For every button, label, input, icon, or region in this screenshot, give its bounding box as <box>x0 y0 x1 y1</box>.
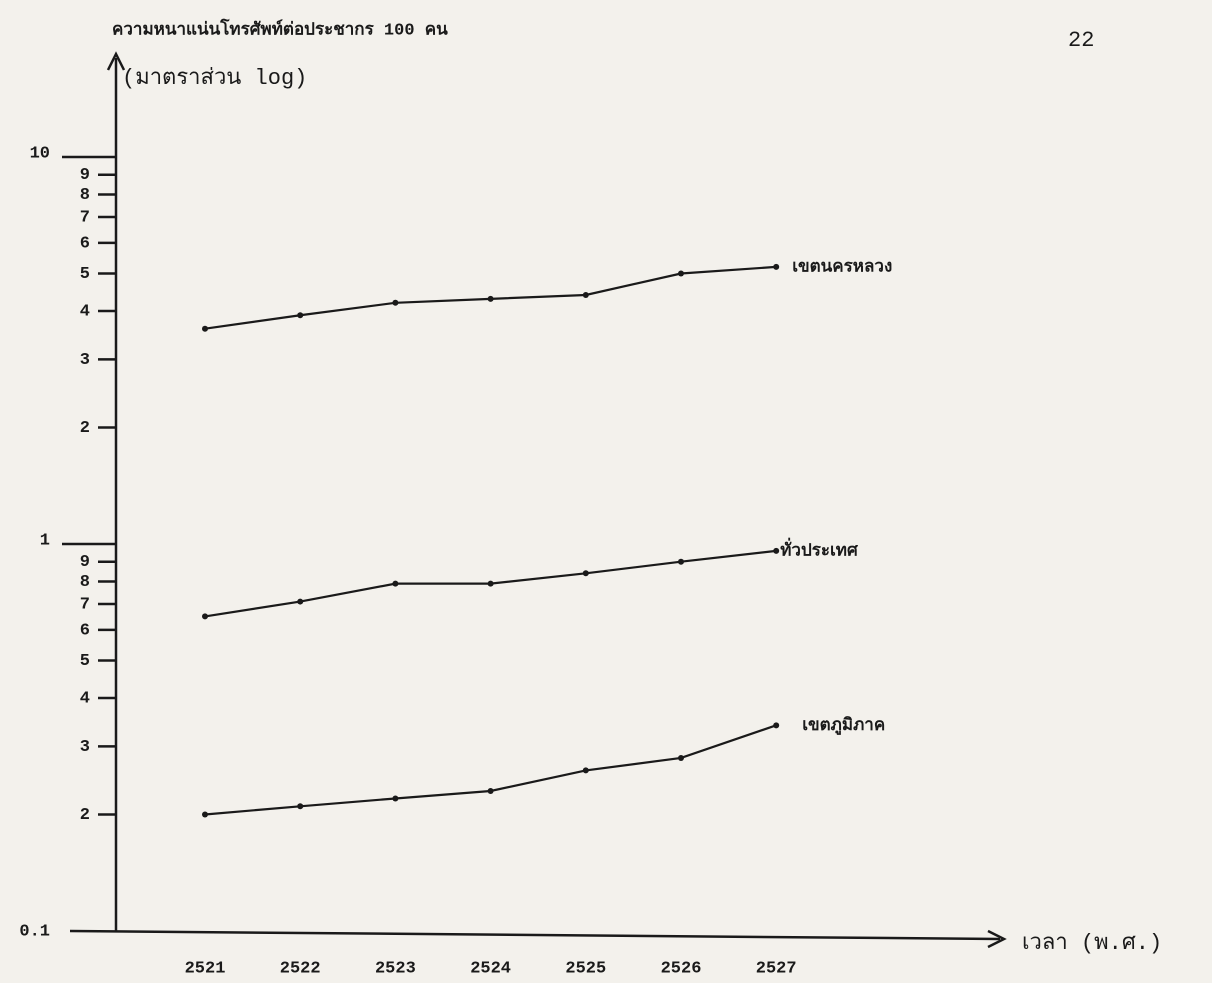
x-tick-label: 2521 <box>185 959 226 978</box>
x-tick-label: 2522 <box>280 959 321 978</box>
data-point <box>297 803 303 809</box>
series-label: ทั่วประเทศ <box>780 537 859 561</box>
y-axis-note: (มาตราส่วน log) <box>122 66 307 91</box>
data-point <box>773 722 779 728</box>
page-number: 22 <box>1068 28 1094 53</box>
y-tick-label: 4 <box>80 302 90 321</box>
data-point <box>678 559 684 565</box>
x-axis-title: เวลา (พ.ศ.) <box>1022 931 1162 956</box>
y-tick-label: 7 <box>80 208 90 227</box>
y-tick-label: 9 <box>80 553 90 572</box>
y-tick-label: 3 <box>80 738 90 757</box>
x-tick-label: 2524 <box>470 959 511 978</box>
data-point <box>297 312 303 318</box>
data-point <box>773 264 779 270</box>
series-label: เขตนครหลวง <box>792 258 892 277</box>
y-axis-title: ความหนาแน่นโทรศัพท์ต่อประชากร 100 คน <box>112 18 448 40</box>
data-point <box>678 755 684 761</box>
y-tick-label: 2 <box>80 419 90 438</box>
series-label: เขตภูมิภาค <box>802 715 885 736</box>
y-tick-label: 4 <box>80 689 90 708</box>
y-tick-label: 1 <box>40 531 50 550</box>
data-point <box>583 767 589 773</box>
y-tick-label: 6 <box>80 621 90 640</box>
data-point <box>488 296 494 302</box>
data-point <box>583 570 589 576</box>
data-point <box>202 812 208 818</box>
y-tick-label: 0.1 <box>19 922 50 941</box>
y-tick-label: 2 <box>80 806 90 825</box>
data-point <box>202 326 208 332</box>
data-point <box>773 548 779 554</box>
x-axis <box>70 931 1000 939</box>
data-point <box>297 599 303 605</box>
y-tick-label: 3 <box>80 351 90 370</box>
data-point <box>392 581 398 587</box>
y-tick-label: 10 <box>30 144 50 163</box>
data-point <box>678 270 684 276</box>
data-point <box>488 788 494 794</box>
x-tick-label: 2526 <box>661 959 702 978</box>
y-tick-label: 9 <box>80 166 90 185</box>
y-tick-label: 8 <box>80 186 90 205</box>
y-tick-label: 8 <box>80 573 90 592</box>
x-tick-label: 2525 <box>565 959 606 978</box>
y-tick-label: 5 <box>80 265 90 284</box>
x-tick-label: 2527 <box>756 959 797 978</box>
data-point <box>488 581 494 587</box>
y-tick-label: 7 <box>80 595 90 614</box>
data-point <box>583 292 589 298</box>
series-line <box>205 725 776 814</box>
data-point <box>392 300 398 306</box>
chart: ความหนาแน่นโทรศัพท์ต่อประชากร 100 คน (มา… <box>0 0 1212 983</box>
y-tick-label: 5 <box>80 652 90 671</box>
x-tick-label: 2523 <box>375 959 416 978</box>
page: ความหนาแน่นโทรศัพท์ต่อประชากร 100 คน (มา… <box>0 0 1212 983</box>
y-tick-label: 6 <box>80 234 90 253</box>
data-point <box>202 613 208 619</box>
data-point <box>392 795 398 801</box>
